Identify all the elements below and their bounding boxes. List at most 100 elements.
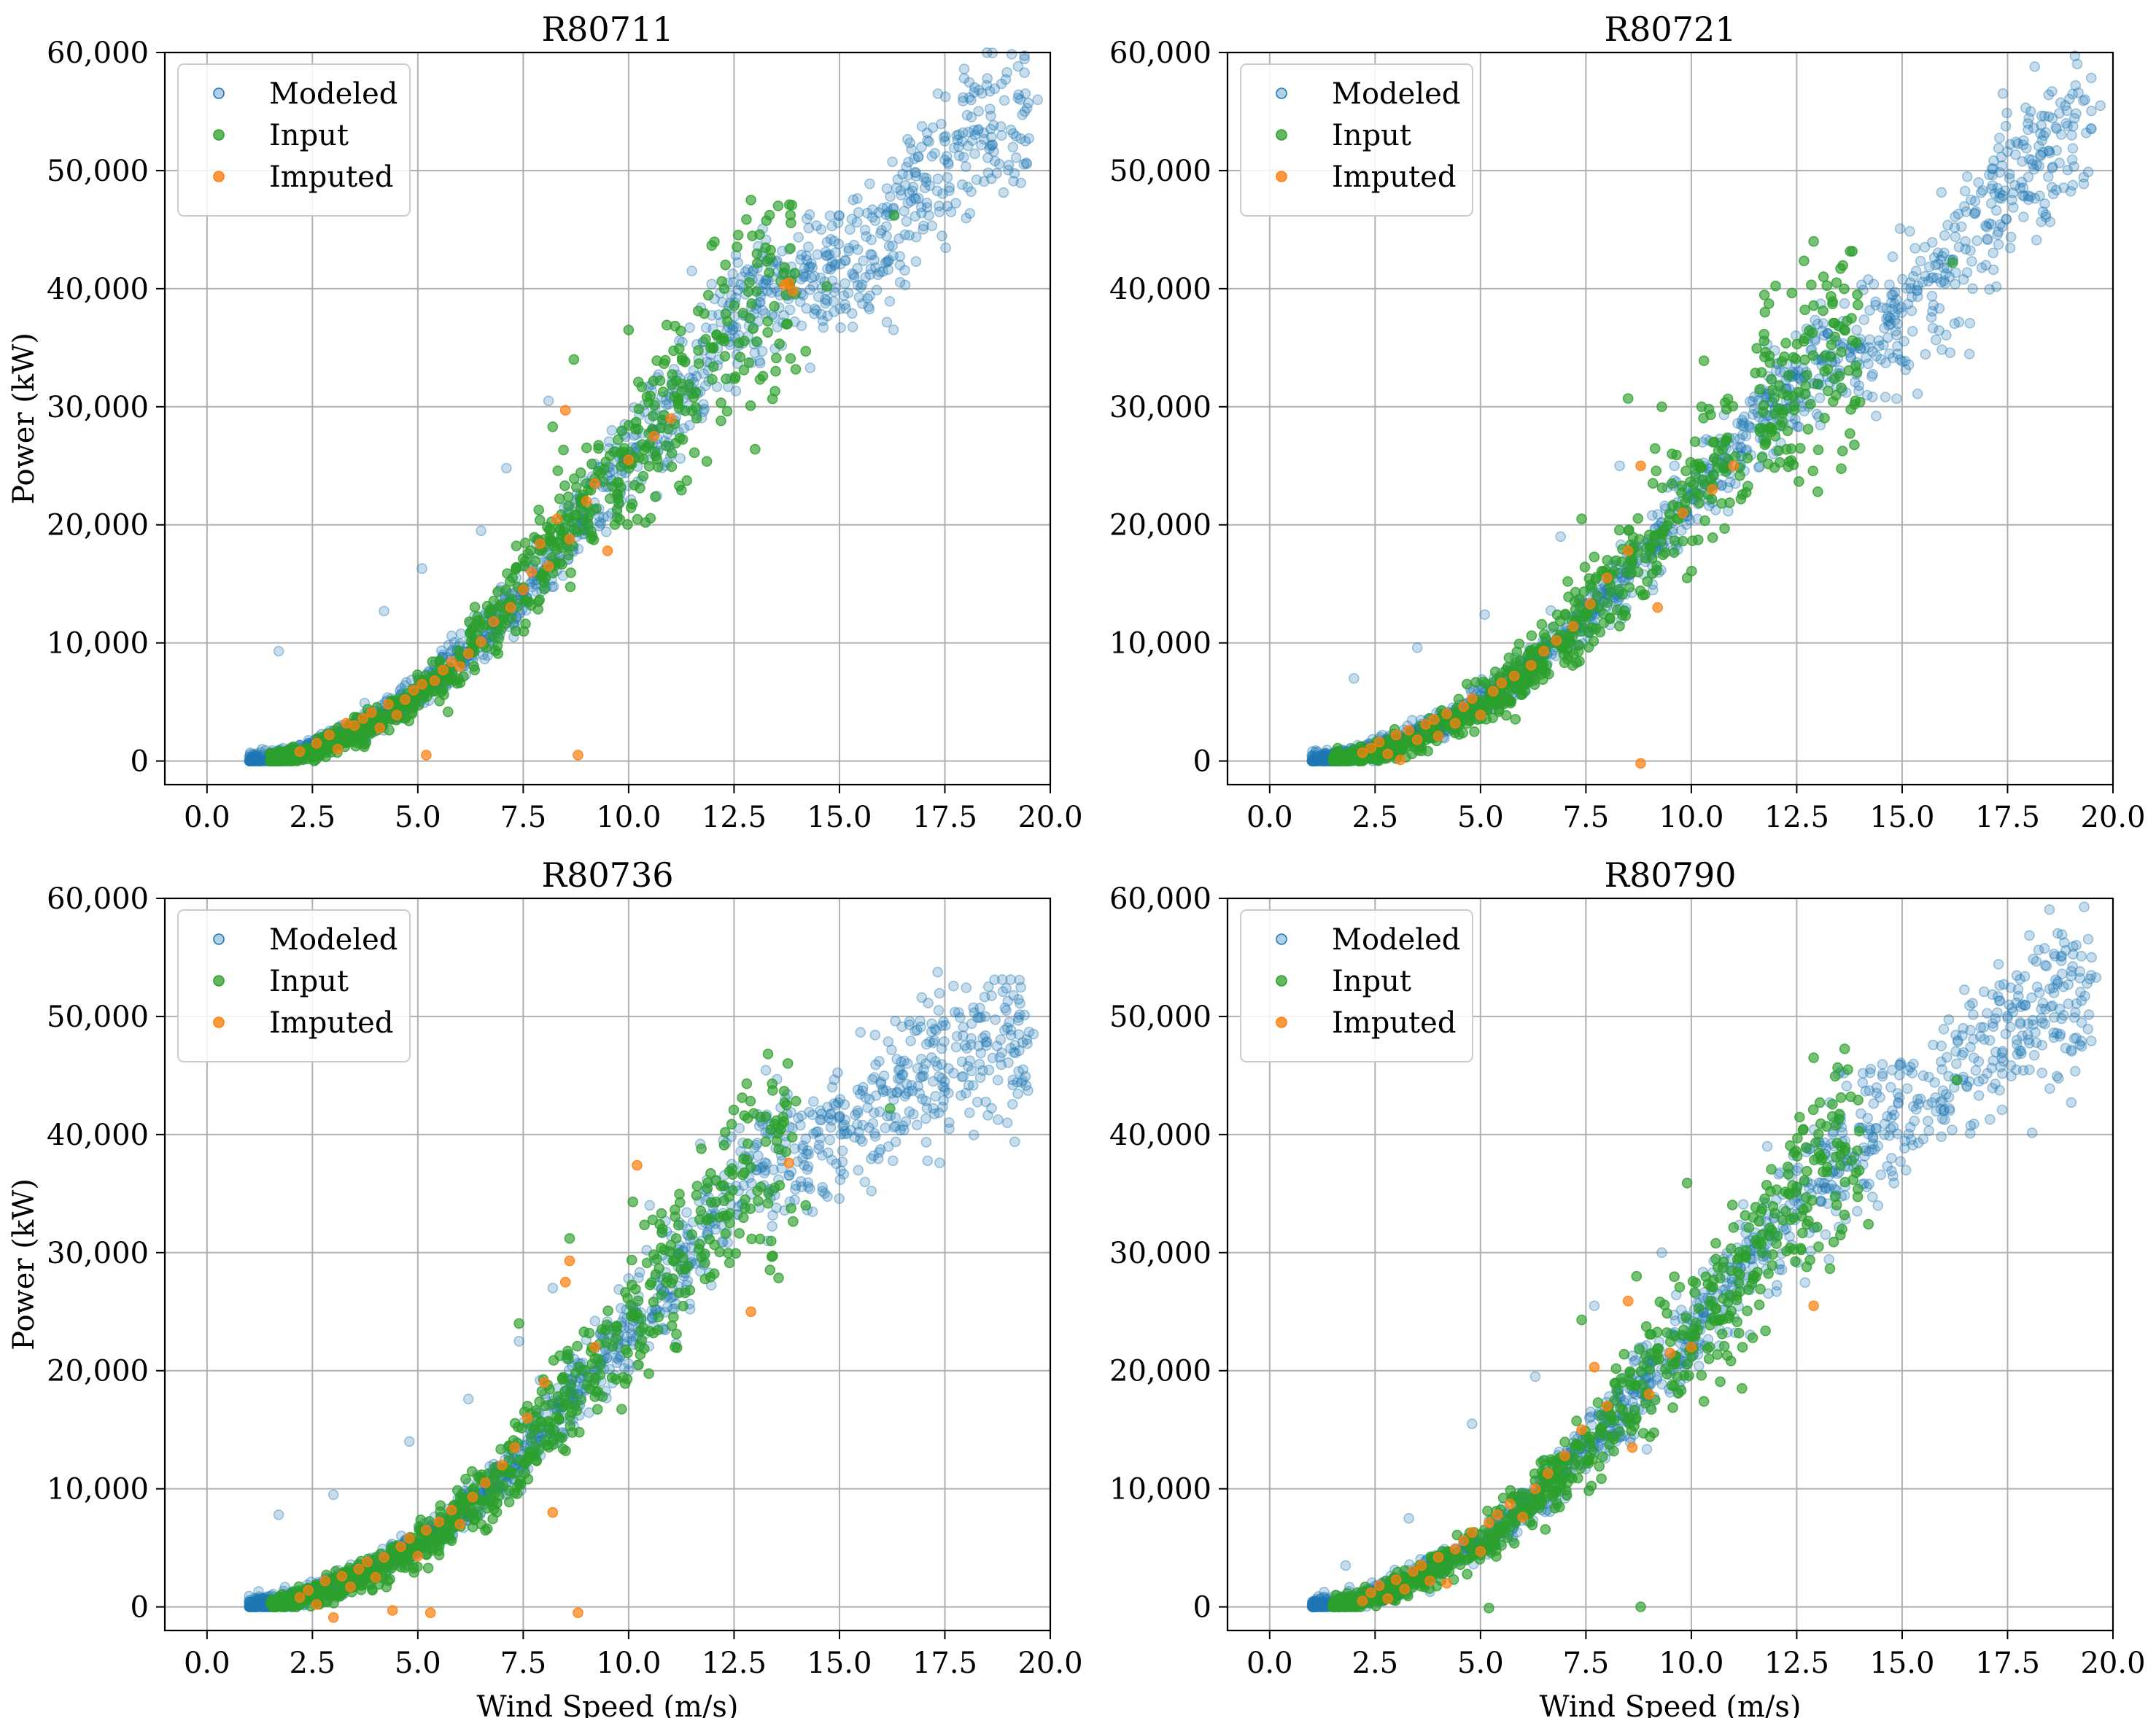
data-point [1734, 433, 1745, 445]
y-tick-label: 0 [131, 745, 149, 779]
data-point [332, 744, 344, 755]
data-point [918, 224, 928, 235]
data-point [1973, 177, 1985, 188]
data-point [920, 1137, 932, 1148]
data-point [1676, 525, 1687, 536]
data-point [1960, 236, 1971, 247]
data-point [1613, 583, 1625, 595]
data-point [1799, 304, 1810, 316]
data-point [1010, 152, 1022, 163]
data-point [1001, 66, 1012, 78]
data-point [1651, 564, 1662, 576]
data-point [1846, 313, 1857, 324]
data-point [2029, 61, 2040, 72]
data-point [1773, 445, 1784, 456]
data-point [1896, 307, 1907, 319]
data-point [409, 695, 421, 706]
data-point [877, 203, 888, 214]
y-axis-label: Power (kW) [7, 333, 41, 505]
data-point [244, 755, 255, 766]
data-point [888, 210, 900, 221]
data-point [1562, 576, 1573, 587]
data-point [745, 400, 756, 411]
data-point [806, 257, 817, 269]
data-point [454, 661, 466, 672]
x-tick-label: 0.0 [184, 801, 230, 834]
data-point [872, 269, 884, 281]
data-point [942, 172, 953, 183]
data-point [1013, 89, 1024, 101]
data-point [1651, 465, 1661, 477]
data-point [2067, 143, 2079, 154]
y-tick-label: 10,000 [47, 627, 149, 661]
y-tick-label: 60,000 [1109, 36, 1211, 70]
data-point [888, 250, 899, 262]
data-point [981, 79, 993, 91]
data-point [1692, 489, 1704, 500]
data-point [553, 537, 564, 549]
data-point [785, 353, 796, 364]
data-point [1462, 678, 1473, 690]
data-point [1459, 712, 1470, 723]
data-point [1799, 255, 1810, 267]
data-point [760, 279, 772, 289]
data-point [717, 297, 728, 308]
legend: Modeled Input Imputed [177, 63, 411, 217]
data-point [246, 752, 257, 763]
data-point [2020, 102, 2031, 114]
data-point [1927, 306, 1938, 317]
data-point [921, 198, 933, 209]
data-point [526, 567, 538, 578]
data-point [520, 595, 532, 606]
legend-marker-input [1276, 129, 1287, 141]
data-point [2062, 120, 2074, 131]
data-point [609, 519, 621, 530]
data-point [918, 172, 929, 183]
data-point [1432, 731, 1444, 742]
data-point [870, 262, 881, 273]
data-point [894, 276, 906, 288]
data-point [734, 351, 746, 362]
legend-label-imputed: Imputed [269, 160, 393, 194]
data-point [1721, 432, 1733, 443]
data-point [936, 118, 947, 130]
data-point [613, 477, 624, 488]
data-point [963, 92, 975, 104]
data-point [1310, 745, 1322, 756]
data-point [1899, 335, 1909, 347]
data-point [822, 263, 833, 275]
data-point [944, 182, 955, 193]
data-point [896, 190, 907, 201]
data-point [2031, 234, 2042, 246]
data-point [623, 324, 635, 335]
grid-lines [165, 52, 1051, 785]
data-point [701, 456, 713, 467]
data-point [1614, 460, 1625, 472]
data-point [247, 750, 259, 762]
data-point [754, 355, 765, 367]
data-point [1614, 621, 1625, 631]
data-point [1794, 475, 1804, 487]
data-point [613, 434, 624, 446]
data-point [758, 278, 769, 289]
data-point [1624, 582, 1635, 593]
x-tick-label: 12.5 [702, 801, 767, 834]
y-tick-label: 30,000 [47, 391, 149, 424]
data-point [966, 94, 977, 106]
data-point [592, 465, 604, 477]
data-point [1756, 451, 1768, 463]
data-point [1590, 623, 1602, 634]
data-point [1689, 436, 1701, 448]
data-point [748, 323, 759, 335]
data-point [966, 112, 977, 123]
data-point [1819, 413, 1830, 424]
data-point [821, 281, 832, 292]
data-point [1567, 621, 1579, 632]
data-point [1988, 247, 1998, 259]
subplot-title: R80721 [1605, 9, 1737, 49]
data-point [1812, 486, 1823, 497]
data-point [1963, 349, 1975, 359]
data-point [899, 206, 910, 217]
data-point [2031, 159, 2042, 171]
data-point [486, 606, 497, 618]
